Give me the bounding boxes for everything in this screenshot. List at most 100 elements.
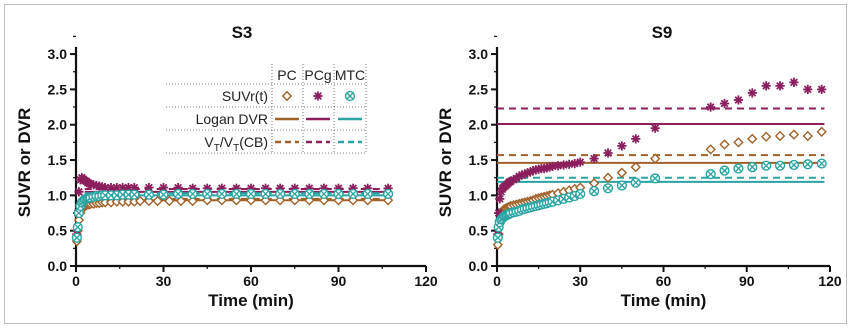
y-tick-label: 1.5 (48, 152, 68, 168)
point-mtc-cross-b (776, 162, 784, 170)
point-mtc (362, 188, 373, 200)
x-tick-label: 0 (493, 273, 501, 289)
point-pc (164, 195, 175, 207)
legend-header-mtc: MTC (335, 67, 365, 83)
point-mtc (129, 189, 140, 200)
legend-ratio-part: T (233, 143, 239, 154)
y-tick-label: 2.0 (469, 117, 489, 133)
point-pcg-stroke (576, 158, 585, 167)
point-pcg-stroke (548, 162, 557, 171)
point-mtc-cross-b (576, 190, 584, 198)
point-pc (152, 195, 163, 207)
point-mtc (347, 188, 359, 200)
point-pc-shape (152, 195, 163, 207)
point-mtc-cross-b (707, 170, 715, 178)
point-pcg (589, 154, 599, 164)
point-mtc (231, 188, 242, 200)
point-pcg-stroke (617, 142, 626, 150)
y-tick-label: 2.0 (48, 117, 68, 133)
point-pcg (817, 84, 827, 94)
point-pcg-stroke (720, 99, 729, 108)
point-mtc (575, 188, 586, 200)
legend-marker-pc-shape (281, 90, 293, 102)
legend-row-label-ratio: VT/VT(CB) (204, 134, 268, 154)
point-pc-shape (164, 195, 175, 207)
chart-panel-s3: S3 0.0 0.5 1.0 1.5 2.0 2.5 3.0 0 30 60 90 120 Time (m… (15, 23, 438, 310)
point-pc (788, 129, 800, 140)
point-pc-shape (134, 195, 146, 207)
point-mtc-cross-b (174, 190, 182, 198)
point-mtc (382, 188, 394, 200)
point-pcg-stroke (748, 89, 757, 97)
y-tick-label: 0.5 (469, 223, 489, 239)
legend-marker-pcg (313, 91, 323, 101)
point-mtc-cross-b (320, 190, 328, 198)
legend-header-pcg: PCg (304, 67, 331, 83)
point-mtc-cross-b (335, 190, 342, 198)
y-tick-label: 2.5 (469, 81, 489, 97)
point-pcg (775, 81, 785, 91)
point-mtc-cross-b (189, 190, 197, 198)
chart-title: S9 (652, 23, 673, 42)
point-mtc (158, 189, 169, 200)
point-pcg-stroke (145, 183, 153, 192)
point-mtc (143, 189, 155, 200)
y-tick-label: 1.0 (48, 187, 68, 203)
x-tick-label: 60 (243, 273, 259, 289)
point-mtc-cross-b (73, 234, 81, 242)
point-pc (705, 144, 716, 155)
point-pcg-stroke (790, 78, 798, 87)
chart-title: S3 (232, 23, 253, 42)
point-mtc-cross-b (632, 179, 640, 187)
point-mtc-cross-b (818, 160, 826, 168)
point-mtc (202, 188, 213, 200)
point-mtc (589, 186, 600, 197)
point-pc-shape (816, 126, 827, 137)
point-pcg-stroke (495, 194, 504, 203)
point-mtc-cross-b (364, 190, 372, 198)
point-mtc (616, 180, 627, 191)
point-pcg-stroke (75, 187, 83, 196)
point-pcg (631, 134, 641, 144)
x-tick-label: 90 (331, 273, 347, 289)
point-pc-shape (630, 161, 641, 173)
point-pc (187, 195, 198, 207)
point-pc (802, 130, 813, 142)
point-pcg-stroke (776, 81, 784, 90)
point-mtc-cross-b (494, 234, 502, 242)
figure-frame (4, 4, 847, 324)
point-pcg-stroke (803, 85, 812, 94)
point-pcg (74, 187, 84, 197)
point-mtc (719, 165, 730, 176)
point-mtc (333, 188, 344, 200)
point-mtc (172, 188, 184, 200)
point-pcg-stroke (651, 124, 660, 133)
point-pc (134, 195, 146, 207)
point-mtc (100, 190, 111, 201)
point-pcg-stroke (494, 209, 503, 217)
y-tick-label: 0.5 (48, 223, 68, 239)
point-mtc (304, 188, 315, 200)
x-tick-label: 30 (572, 273, 588, 289)
point-mtc (747, 161, 758, 173)
legend-ratio-part: T (214, 143, 220, 154)
y-tick-label: 3.0 (48, 46, 68, 62)
x-tick-label: 30 (156, 273, 172, 289)
point-mtc-cross-b (721, 167, 729, 175)
point-mtc-cross-b (160, 191, 167, 199)
point-pcg (706, 102, 716, 112)
point-pc-shape (747, 133, 758, 145)
point-pcg-stroke (604, 149, 612, 157)
point-pc-shape (649, 153, 661, 164)
x-tick-label: 120 (818, 273, 842, 289)
point-mtc-cross-b (130, 191, 138, 199)
point-mtc-cross-b (804, 160, 812, 168)
point-pcg (719, 98, 730, 109)
y-tick-label: 0.0 (469, 258, 489, 274)
point-mtc-cross-b (203, 190, 211, 198)
point-pc (774, 130, 786, 142)
point-pc-shape (602, 172, 614, 183)
point-mtc-cross-b (604, 184, 612, 192)
point-pcg-stroke (734, 96, 743, 104)
x-tick-label: 0 (72, 273, 80, 289)
